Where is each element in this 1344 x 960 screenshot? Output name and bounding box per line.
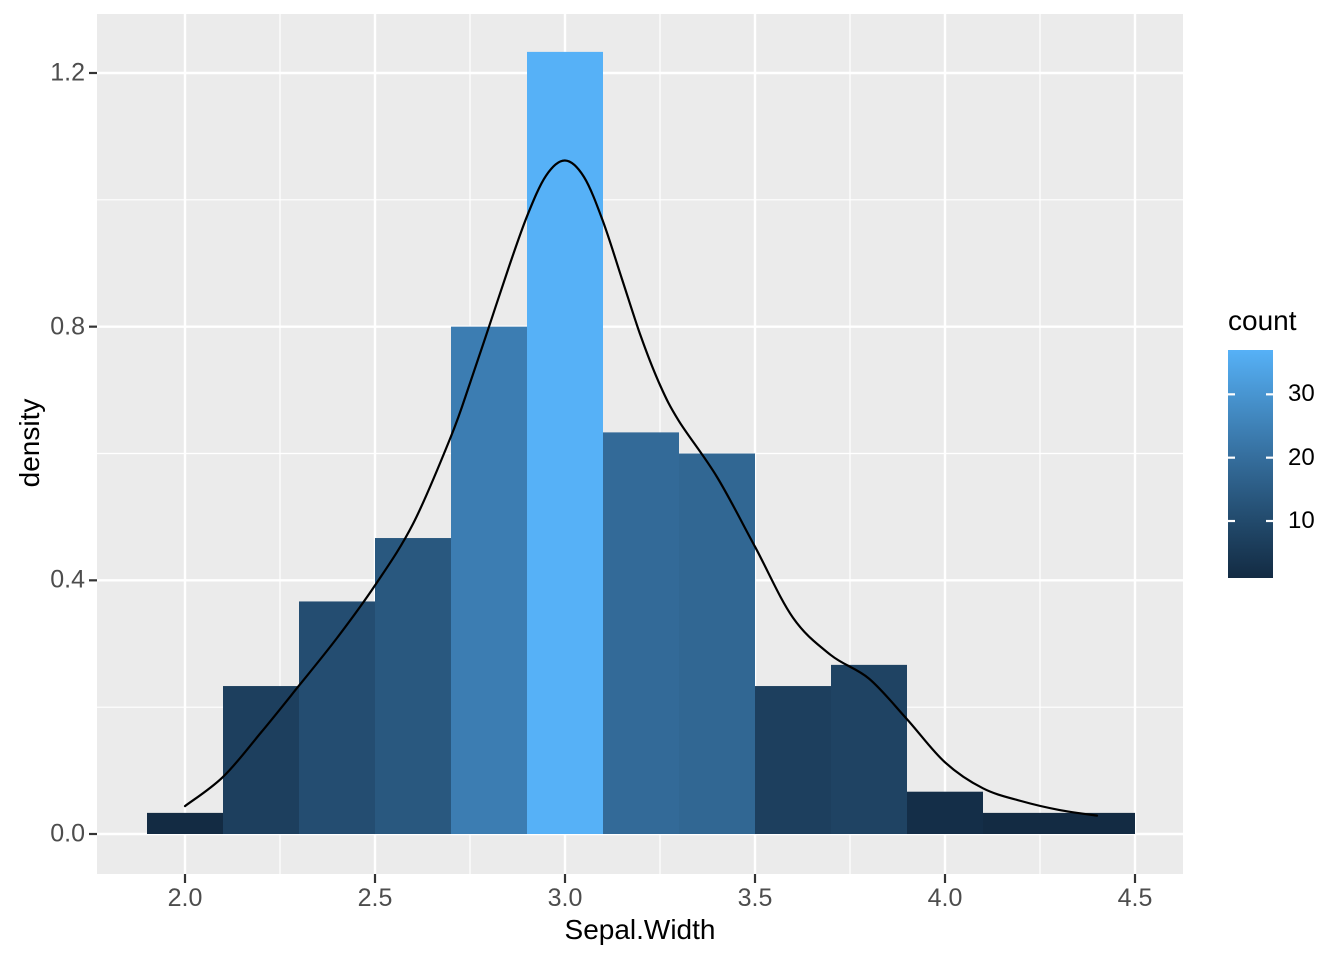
legend-tick-label: 10 <box>1288 507 1315 534</box>
density-curve <box>183 159 1099 817</box>
y-tick-label: 0.0 <box>50 819 85 848</box>
x-tick-label: 3.0 <box>547 884 583 912</box>
histogram-bar <box>1059 812 1135 834</box>
y-tick-label: 1.2 <box>50 58 85 87</box>
histogram-bar <box>299 601 375 834</box>
y-tick-label: 0.8 <box>50 312 85 341</box>
histogram-bar <box>223 686 299 834</box>
y-axis-title: density <box>14 398 45 488</box>
x-tick-label: 2.5 <box>357 884 393 912</box>
histogram-bar <box>603 432 679 834</box>
histogram-bar <box>451 326 527 834</box>
legend-tick-label: 20 <box>1288 443 1315 471</box>
histogram-bar <box>831 664 907 834</box>
x-tick-label: 3.5 <box>737 884 773 912</box>
legend-colorbar <box>1228 350 1273 578</box>
histogram-bar <box>983 812 1059 834</box>
x-tick-label: 4.0 <box>927 884 963 912</box>
histogram-bar <box>907 791 983 834</box>
histogram-bar <box>147 812 223 834</box>
histogram-bar <box>527 51 603 835</box>
x-tick-label: 2.0 <box>167 884 203 912</box>
y-tick-label: 0.4 <box>50 565 85 594</box>
x-tick-label: 4.5 <box>1117 884 1153 912</box>
histogram-bar <box>679 453 755 834</box>
histogram-bar <box>375 538 451 834</box>
x-axis-title: Sepal.Width <box>564 914 716 945</box>
histogram-bar <box>755 686 831 834</box>
legend-tick-label: 30 <box>1288 380 1315 408</box>
legend-title: count <box>1228 305 1297 336</box>
